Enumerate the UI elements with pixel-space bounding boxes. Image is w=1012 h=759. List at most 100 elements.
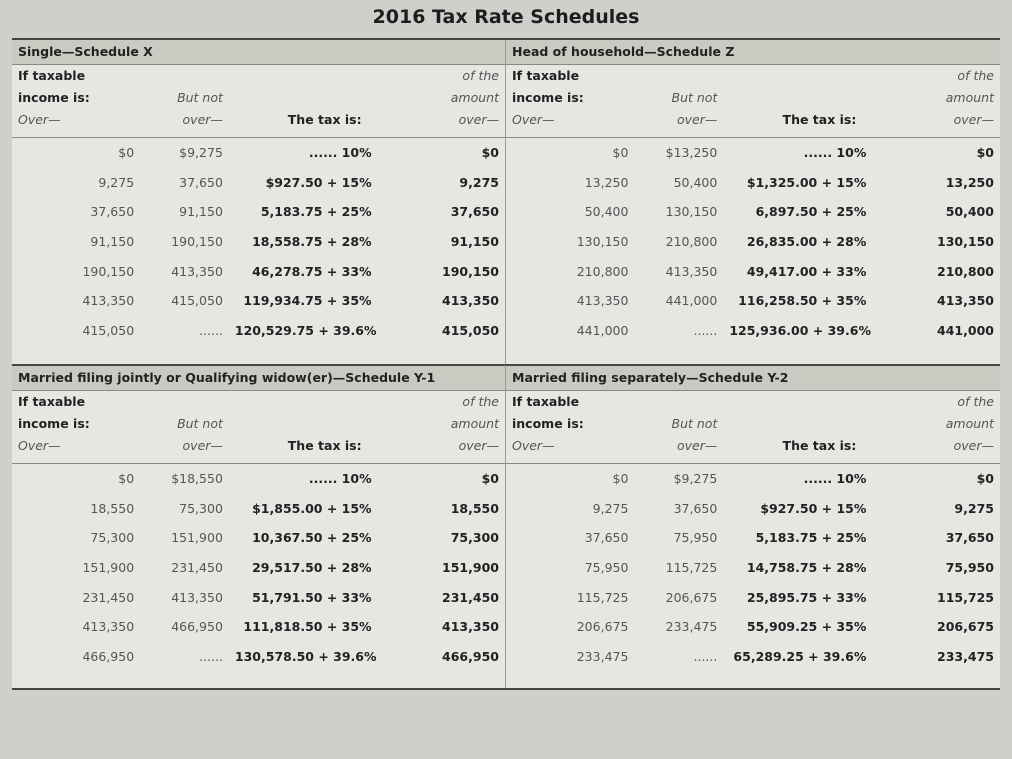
header-text: over— [953, 438, 994, 453]
header-text: over— [953, 112, 994, 127]
table-row: 115,725 206,675 25,895.75 + 33% 115,725 [506, 582, 1000, 612]
table-row: 37,650 91,150 5,183.75 + 25% 37,650 [12, 197, 505, 227]
table-cell: 441,000 [576, 322, 629, 338]
table-cell: 130,150 [665, 204, 718, 220]
table-cell: $1,855.00 + 15% [252, 500, 372, 516]
table-cell: 231,450 [82, 589, 135, 605]
table-cell: 9,275 [954, 500, 994, 516]
table-cell: 413,350 [82, 293, 135, 309]
header-text: income is: [512, 416, 584, 431]
header-text: over— [182, 112, 223, 127]
table-cell: ...... [693, 322, 718, 338]
table-cell: 151,900 [82, 560, 135, 576]
table-cell: $0 [612, 145, 629, 161]
table-cell: $0 [481, 145, 499, 161]
table-cell: 75,950 [945, 560, 994, 576]
header-text: If taxable [512, 68, 580, 83]
table-cell: 190,150 [82, 263, 135, 279]
table-row: 190,150 413,350 46,278.75 + 33% 190,150 [12, 256, 505, 286]
table-cell: 115,725 [576, 589, 629, 605]
table-cell: 18,558.75 + 28% [252, 234, 372, 250]
table-cell: 9,275 [592, 500, 629, 516]
table-cell: 210,800 [665, 234, 718, 250]
header-text: amount [945, 416, 994, 431]
table-cell: $9,275 [179, 145, 223, 161]
table-cell: 441,000 [665, 293, 718, 309]
table-row: 233,475...... 65,289.25 + 39.6% 233,475 [506, 642, 1000, 672]
table-row: 18,550 75,300 $1,855.00 + 15% 18,550 [12, 494, 505, 524]
header-text: of the [462, 68, 499, 83]
header-cell: of the amount over— [886, 65, 1000, 139]
header-text: income is: [512, 90, 584, 105]
table-cell: $1,325.00 + 15% [746, 174, 867, 190]
header-text: of the [957, 68, 994, 83]
table-cell: 37,650 [450, 204, 499, 220]
table-cell: 91,150 [450, 234, 499, 250]
header-cell: If taxable income is: Over— [506, 391, 634, 465]
table-cell: 151,900 [442, 560, 499, 576]
table-cell: 190,150 [442, 263, 499, 279]
table-cell: 413,350 [937, 293, 994, 309]
table-cell: 14,758.75 + 28% [746, 560, 867, 576]
table-row: 9,275 37,650 $927.50 + 15% 9,275 [506, 494, 1000, 524]
table-cell: 466,950 [442, 648, 499, 664]
header-cell: But not over— [140, 391, 229, 465]
header-cell: But not over— [140, 65, 229, 139]
table-cell: 151,900 [171, 530, 223, 546]
table-cell: $13,250 [665, 145, 718, 161]
table-row: 91,150 190,150 18,558.75 + 28% 91,150 [12, 227, 505, 257]
table-cell: $927.50 + 15% [760, 500, 867, 516]
table-cell: 37,650 [945, 530, 994, 546]
header-cell: If taxable income is: Over— [12, 65, 140, 139]
header-cell: The tax is: [229, 65, 392, 139]
table-cell: 46,278.75 + 33% [252, 263, 372, 279]
header-cell: The tax is: [723, 65, 886, 139]
table-row: 37,650 75,950 5,183.75 + 25% 37,650 [506, 523, 1000, 553]
schedule-title: Married filing separately—Schedule Y-2 [506, 366, 1000, 391]
tax-sheet: Single—Schedule X If taxable income is: Ove… [12, 38, 1000, 690]
header-text: But not [177, 416, 223, 431]
table-cell: 210,800 [576, 263, 629, 279]
table-cell: 10,367.50 + 25% [252, 530, 372, 546]
table-cell: 6,897.50 + 25% [755, 204, 867, 220]
table-row: 413,350 441,000 116,258.50 + 35% 413,350 [506, 286, 1000, 316]
table-cell: 413,350 [82, 619, 135, 635]
schedule-panel: Head of household—Schedule Z If taxable in… [506, 40, 1000, 364]
header-text: But not [671, 416, 718, 431]
header-text: amount [945, 90, 994, 105]
table-row: $0 $18,550 ...... 10% $0 [12, 464, 505, 494]
table-cell: 49,417.00 + 33% [746, 263, 867, 279]
header-text: The tax is: [782, 112, 857, 127]
header-text: over— [676, 112, 718, 127]
table-cell: ...... [693, 648, 718, 664]
table-row: 466,950...... 130,578.50 + 39.6% 466,950 [12, 642, 505, 672]
column-header: If taxable income is: Over— But not over— The… [12, 65, 505, 138]
table-cell: 37,650 [179, 174, 223, 190]
table-cell: 5,183.75 + 25% [755, 530, 867, 546]
table-cell: 75,300 [90, 530, 135, 546]
header-text: Over— [18, 112, 61, 127]
table-row: 210,800 413,350 49,417.00 + 33% 210,800 [506, 256, 1000, 286]
table-row: 206,675 233,475 55,909.25 + 35% 206,675 [506, 612, 1000, 642]
table-cell: 37,650 [673, 500, 718, 516]
table-cell: ...... 10% [803, 145, 867, 161]
table-cell: ...... [199, 322, 223, 338]
page-title: 2016 Tax Rate Schedules [372, 6, 640, 28]
table-cell: $0 [976, 471, 994, 487]
table-cell: 130,150 [576, 234, 629, 250]
table-cell: $0 [481, 471, 499, 487]
table-cell: 91,150 [90, 234, 135, 250]
table-cell: 5,183.75 + 25% [260, 204, 372, 220]
header-text: Over— [512, 438, 555, 453]
table-row: 75,300 151,900 10,367.50 + 25% 75,300 [12, 523, 505, 553]
table-row: $0 $9,275 ...... 10% $0 [506, 464, 1000, 494]
header-text: over— [676, 438, 718, 453]
header-text: of the [462, 394, 499, 409]
table-cell: 190,150 [171, 234, 223, 250]
table-cell: $927.50 + 15% [265, 174, 372, 190]
table-cell: 233,475 [937, 648, 994, 664]
column-header: If taxable income is: Over— But not over— The… [12, 391, 505, 464]
table-row: 415,050...... 120,529.75 + 39.6% 415,050 [12, 316, 505, 346]
table-row: $0 $9,275 ...... 10% $0 [12, 138, 505, 168]
table-row: 151,900 231,450 29,517.50 + 28% 151,900 [12, 553, 505, 583]
